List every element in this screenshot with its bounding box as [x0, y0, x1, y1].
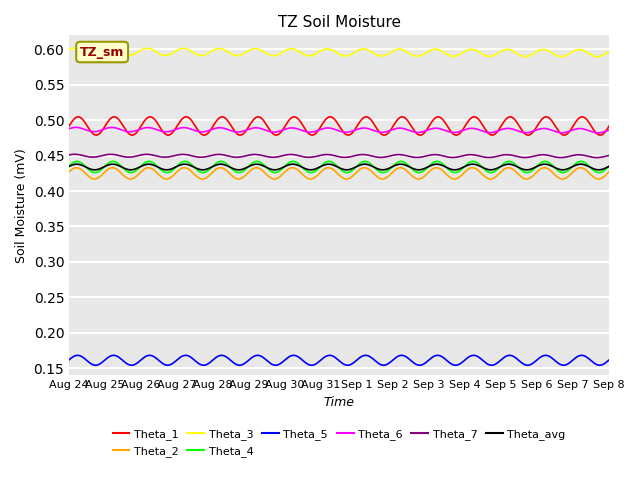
Theta_6 [186, 126, 194, 132]
Theta_2 [230, 174, 237, 180]
Theta_2 [127, 176, 134, 182]
Theta_5 [230, 360, 237, 366]
Theta_6 [228, 128, 236, 134]
Theta_3 [65, 47, 73, 53]
Theta_7 [593, 155, 600, 160]
Theta_5 [510, 354, 518, 360]
Theta_avg [605, 163, 613, 169]
Line: Theta_7: Theta_7 [69, 154, 609, 157]
Theta_4 [372, 166, 380, 171]
Theta_5 [372, 358, 380, 364]
Theta_2 [188, 169, 195, 175]
Theta_1 [516, 125, 524, 131]
Title: TZ Soil Moisture: TZ Soil Moisture [278, 15, 401, 30]
Theta_1 [605, 123, 613, 129]
Theta_6 [65, 126, 73, 132]
Theta_5 [188, 355, 195, 361]
Theta_6 [72, 124, 79, 130]
Theta_1 [111, 114, 118, 120]
Theta_7 [515, 154, 523, 160]
Theta_4 [65, 163, 73, 169]
Theta_2 [65, 169, 73, 175]
Theta_avg [516, 166, 524, 171]
Theta_4 [516, 167, 524, 172]
Theta_5 [164, 362, 172, 368]
Theta_1 [372, 123, 380, 129]
Theta_avg [109, 161, 116, 167]
Line: Theta_avg: Theta_avg [69, 164, 609, 170]
Line: Theta_5: Theta_5 [69, 355, 609, 365]
Line: Theta_3: Theta_3 [69, 48, 609, 57]
Theta_3 [370, 50, 378, 56]
Theta_5 [65, 357, 73, 363]
Line: Theta_2: Theta_2 [69, 168, 609, 179]
Theta_7 [370, 154, 378, 159]
Theta_7 [605, 153, 613, 158]
Theta_1 [128, 132, 136, 138]
Theta_6 [594, 130, 602, 136]
Y-axis label: Soil Moisture (mV): Soil Moisture (mV) [15, 148, 28, 263]
Theta_4 [91, 170, 99, 176]
Theta_2 [372, 172, 380, 178]
Theta_6 [605, 127, 613, 133]
Theta_avg [510, 162, 518, 168]
Text: TZ_sm: TZ_sm [80, 46, 124, 59]
Theta_4 [188, 162, 195, 168]
Theta_2 [72, 165, 79, 171]
Theta_1 [510, 116, 518, 121]
Theta_1 [72, 115, 79, 120]
Theta_3 [72, 45, 79, 51]
Theta_2 [605, 169, 613, 175]
Theta_4 [74, 158, 81, 164]
Theta_7 [70, 151, 78, 157]
Theta_5 [146, 352, 154, 358]
Theta_avg [72, 161, 79, 167]
Theta_1 [188, 118, 195, 123]
Theta_4 [230, 168, 237, 173]
Theta_6 [74, 125, 81, 131]
Theta_5 [72, 353, 79, 359]
Theta_3 [74, 46, 81, 51]
Theta_7 [65, 152, 73, 158]
Theta_4 [72, 158, 79, 164]
Theta_7 [228, 154, 236, 160]
Legend: Theta_1, Theta_2, Theta_3, Theta_4, Theta_5, Theta_6, Theta_7, Theta_avg: Theta_1, Theta_2, Theta_3, Theta_4, Thet… [108, 425, 570, 461]
Theta_avg [65, 163, 73, 169]
Theta_4 [510, 160, 518, 166]
Theta_avg [188, 163, 195, 169]
Theta_6 [370, 128, 378, 133]
Line: Theta_6: Theta_6 [69, 127, 609, 133]
Theta_5 [516, 359, 524, 365]
Theta_6 [515, 129, 523, 134]
Theta_2 [510, 168, 518, 173]
Theta_6 [509, 126, 516, 132]
Theta_1 [230, 127, 237, 132]
Theta_avg [91, 167, 99, 173]
Theta_3 [228, 51, 236, 57]
Theta_7 [74, 152, 81, 157]
Theta_3 [594, 54, 602, 60]
Line: Theta_1: Theta_1 [69, 117, 609, 135]
Theta_avg [230, 166, 237, 172]
Theta_7 [186, 153, 194, 158]
Theta_3 [605, 48, 613, 54]
Theta_3 [509, 48, 516, 54]
Theta_4 [605, 163, 613, 169]
Line: Theta_4: Theta_4 [69, 161, 609, 173]
Theta_7 [509, 153, 516, 158]
Theta_avg [372, 165, 380, 171]
Theta_2 [109, 165, 116, 170]
Theta_1 [65, 123, 73, 129]
Theta_5 [605, 357, 613, 363]
Theta_3 [186, 48, 194, 53]
X-axis label: Time: Time [324, 396, 355, 408]
Theta_3 [515, 52, 523, 58]
Theta_2 [516, 173, 524, 179]
